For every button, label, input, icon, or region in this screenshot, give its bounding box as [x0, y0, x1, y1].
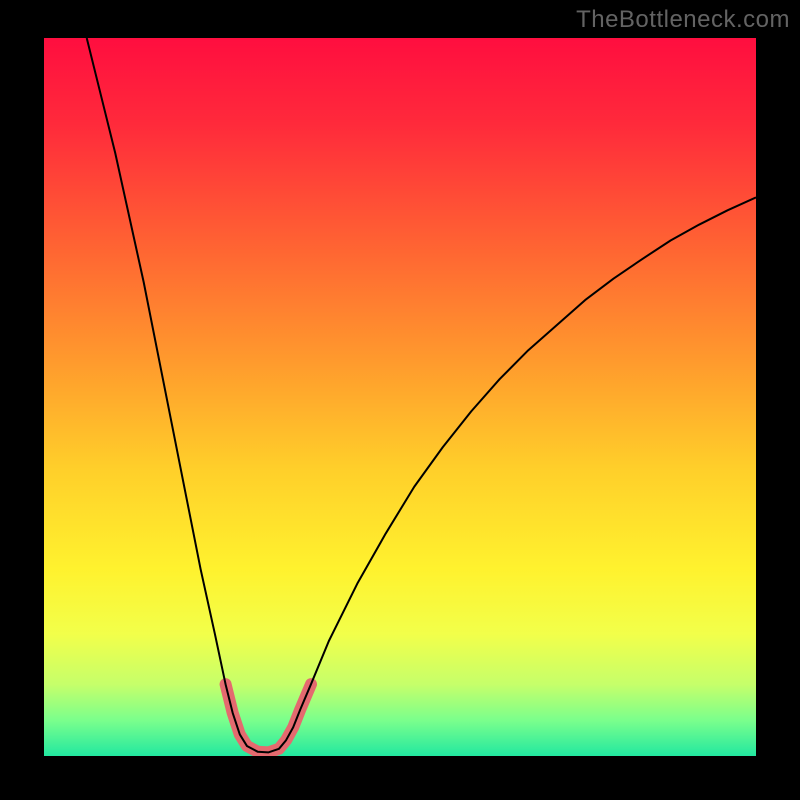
chart-container: TheBottleneck.com — [0, 0, 800, 800]
plot-svg — [44, 38, 756, 756]
watermark-text: TheBottleneck.com — [576, 6, 790, 34]
plot-area — [44, 38, 756, 756]
plot-background — [44, 38, 756, 756]
